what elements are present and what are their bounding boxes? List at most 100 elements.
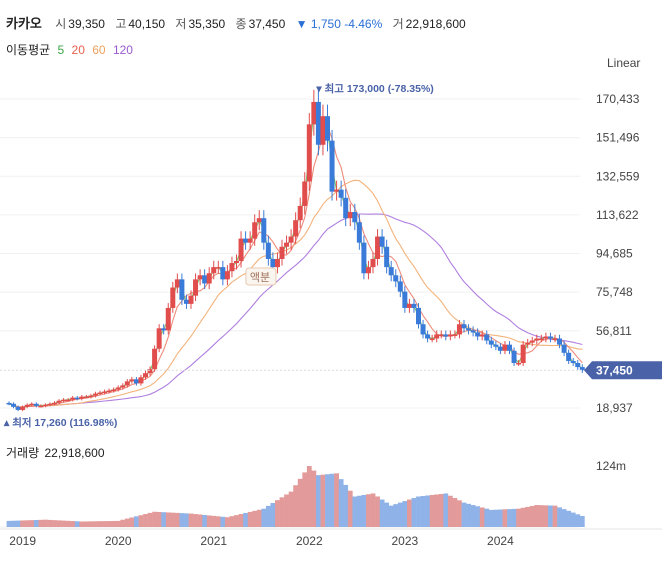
candle — [297, 197, 303, 229]
candle-body — [529, 340, 535, 343]
volume-bar — [43, 519, 48, 527]
volume-bar — [124, 518, 130, 527]
candle-body — [215, 267, 221, 269]
candle — [193, 273, 199, 301]
volume-bar — [256, 509, 262, 527]
volume-bar — [220, 516, 226, 527]
candle — [133, 376, 139, 386]
volume-bar — [225, 517, 230, 527]
candle-body — [511, 350, 517, 363]
quote-header: 카카오 시 39,350 고 40,150 저 35,350 종 37,450 ▼ 1,… — [6, 13, 473, 32]
candle — [516, 360, 522, 366]
candle-body — [493, 344, 499, 347]
candle-body — [79, 396, 85, 399]
volume-bar — [170, 512, 176, 527]
volume-bar — [361, 494, 367, 527]
high-annotation: ▾ 최고 173,000 (-78.35%) — [315, 82, 433, 95]
candle — [320, 104, 326, 156]
candle — [466, 324, 472, 335]
candle — [111, 387, 117, 393]
candle — [274, 252, 280, 274]
volume-bar — [20, 520, 26, 527]
volume-bar — [143, 514, 148, 527]
candle — [215, 260, 221, 274]
volume-bar — [347, 490, 353, 527]
volume-bar — [179, 513, 185, 527]
volume-bar — [302, 472, 308, 527]
volume-bar — [120, 519, 126, 527]
candle-body — [38, 405, 44, 408]
open-label: 시 — [55, 17, 67, 31]
volume-bar — [152, 511, 157, 527]
candle — [106, 388, 112, 394]
candle — [557, 334, 563, 349]
scale-toggle-button[interactable]: Linear — [607, 56, 641, 70]
volume-bar — [543, 505, 549, 527]
volume-bar — [457, 500, 462, 527]
volume-bar — [579, 516, 585, 527]
candle-body — [525, 342, 531, 345]
candle-body — [434, 334, 440, 339]
candle — [20, 405, 26, 412]
volume-label: 거 — [392, 17, 404, 31]
volume-bar — [470, 505, 476, 527]
candle — [115, 385, 121, 392]
candle-body — [311, 101, 317, 125]
volume-bar — [288, 491, 294, 527]
close-label: 종 — [235, 17, 247, 31]
x-tick-label: 2023 — [391, 534, 418, 548]
candle-body — [61, 399, 67, 402]
candle-body — [379, 236, 385, 247]
volume-bar — [111, 520, 117, 527]
candle-body — [206, 273, 212, 284]
candle — [402, 286, 408, 313]
volume-bar — [93, 521, 98, 527]
volume-bar — [284, 494, 289, 527]
volume-bar — [461, 502, 467, 527]
candle — [170, 281, 176, 313]
candle-body — [302, 181, 308, 206]
candle-body — [70, 397, 76, 400]
candle-body — [156, 328, 162, 349]
candle — [33, 402, 39, 408]
candle-body — [197, 275, 203, 280]
volume-bar — [334, 473, 339, 527]
moving-average-legend[interactable]: 이동평균 5 20 60 120 — [6, 41, 137, 58]
candle — [384, 239, 390, 274]
candle-body — [456, 324, 462, 335]
candle — [343, 189, 349, 227]
candle — [420, 319, 426, 339]
candle — [329, 129, 335, 201]
candle — [256, 210, 262, 231]
candle — [288, 229, 294, 250]
candle-body — [288, 236, 294, 243]
ma-5-label: 5 — [57, 43, 65, 57]
candle — [70, 395, 76, 402]
low-annotation: ▴ 최저 17,260 (116.98%) — [3, 416, 117, 429]
candle-body — [384, 246, 390, 268]
candle-body — [484, 334, 490, 341]
candle-body — [416, 307, 421, 325]
candle — [306, 113, 312, 191]
ma-120-line — [8, 213, 583, 408]
candle — [284, 235, 290, 254]
candle-body — [270, 258, 276, 268]
volume-bar — [197, 514, 203, 527]
ma-20-line — [8, 124, 583, 408]
stock-name: 카카오 — [6, 16, 42, 31]
candle — [361, 235, 367, 280]
candle-body — [256, 218, 262, 223]
candle-body — [224, 271, 230, 280]
candle-body — [475, 332, 481, 337]
volume-bar — [570, 512, 576, 527]
volume-bar — [466, 503, 471, 527]
volume-bar — [47, 519, 53, 527]
candle-body — [52, 402, 57, 405]
volume-bar — [311, 470, 317, 527]
volume-bar — [293, 485, 299, 527]
candle-body — [365, 267, 371, 274]
x-tick-label: 2024 — [487, 534, 514, 548]
candle — [575, 360, 581, 370]
candle — [24, 403, 30, 409]
candle-body — [552, 338, 558, 341]
